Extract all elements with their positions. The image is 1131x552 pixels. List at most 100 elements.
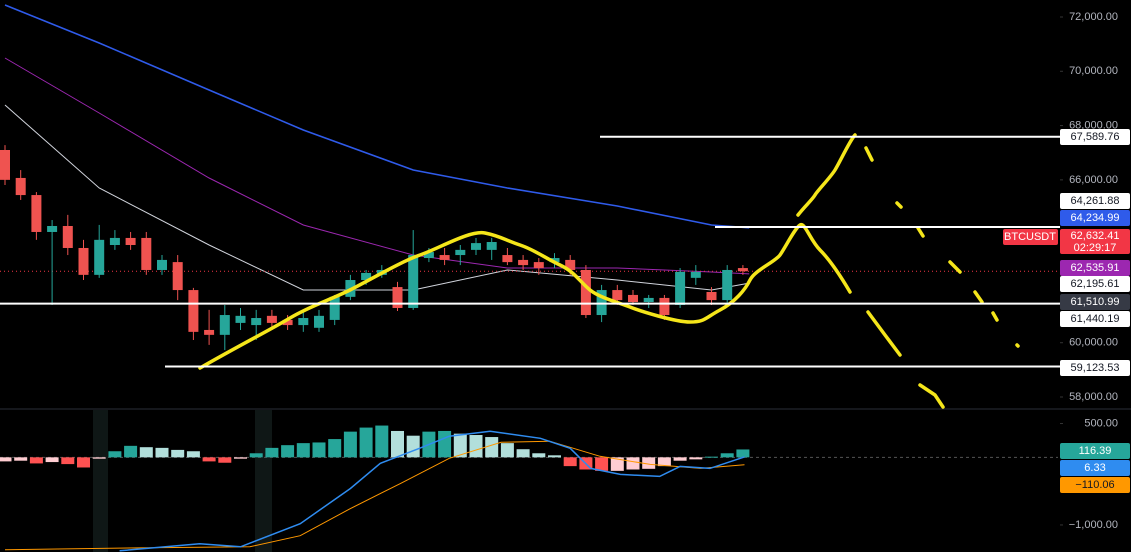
candle-body <box>157 259 167 270</box>
candle-body <box>502 255 513 263</box>
candle-body <box>47 226 58 232</box>
histogram-bar <box>595 457 609 471</box>
histogram-bar <box>438 430 452 458</box>
y-tick-label: 500.00 <box>1084 417 1118 429</box>
candle-body <box>706 291 717 301</box>
y-tick-label: 70,000.00 <box>1069 65 1118 77</box>
candle-body <box>266 315 277 323</box>
candle-body <box>737 268 748 272</box>
candle-body <box>471 243 481 250</box>
histogram-bar <box>610 457 624 471</box>
price-label: 116.39 <box>1079 445 1112 457</box>
histogram-bar <box>186 451 200 458</box>
candle-body <box>298 318 309 326</box>
pattern-stroke <box>198 223 852 370</box>
candle-body <box>0 149 10 180</box>
candle-body <box>361 272 372 281</box>
candle-body <box>219 315 230 335</box>
price-label-box <box>1060 477 1130 493</box>
candle-body <box>31 195 42 232</box>
price-label-box <box>1060 460 1130 476</box>
hand-drawing <box>198 133 1020 409</box>
candle-body <box>109 237 120 246</box>
price-label: 6.33 <box>1084 462 1105 474</box>
candle-body <box>423 252 434 259</box>
candle-body <box>204 329 215 335</box>
price-label: −110.06 <box>1075 479 1114 491</box>
y-tick-label: 72,000.00 <box>1069 11 1118 23</box>
candle-body <box>690 271 701 278</box>
histogram-bar <box>563 457 577 467</box>
price-label: 62,535.91 <box>1071 262 1120 274</box>
histogram-bar <box>516 449 530 458</box>
y-tick-label: 58,000.00 <box>1069 391 1118 403</box>
candle-body <box>282 319 293 326</box>
y-tick-label: −1,000.00 <box>1069 519 1118 531</box>
candle-body <box>125 237 136 246</box>
candle-body <box>141 237 152 270</box>
countdown: 02:29:17 <box>1074 242 1117 254</box>
histogram-bar <box>249 453 263 458</box>
histogram-bar <box>108 451 122 458</box>
histogram-bar <box>359 427 373 458</box>
histogram-bar <box>626 457 640 470</box>
histogram-bar <box>453 433 467 458</box>
y-tick-label: 60,000.00 <box>1069 337 1118 349</box>
histogram-bar <box>328 439 342 458</box>
candle-body <box>439 255 450 260</box>
pattern-stroke <box>864 146 1020 409</box>
symbol-label: BTCUSDT <box>1004 231 1056 243</box>
price-label-box <box>1060 443 1130 459</box>
session-band <box>93 410 108 552</box>
price-label: 67,589.76 <box>1071 131 1120 143</box>
candle-body <box>314 315 324 328</box>
histogram-bar <box>406 435 420 458</box>
candle-body <box>455 249 466 256</box>
histogram-bar <box>218 457 232 463</box>
candle-body <box>612 290 623 301</box>
histogram-bar <box>124 445 138 458</box>
histogram-bar <box>705 456 718 458</box>
histogram-bar <box>689 457 703 460</box>
indicator-line <box>119 430 745 552</box>
candle-body <box>408 255 419 308</box>
histogram-bar <box>736 449 750 458</box>
candle-body <box>722 269 733 301</box>
candle-body <box>94 239 105 275</box>
price-label: 64,234.99 <box>1071 212 1120 224</box>
histogram-bar <box>343 431 357 458</box>
price-label-box <box>1060 210 1130 226</box>
y-tick-label: 66,000.00 <box>1069 174 1118 186</box>
macd-pane <box>0 425 1058 552</box>
histogram-bar <box>92 457 106 459</box>
candle-body <box>172 262 183 291</box>
histogram-bar <box>155 447 169 458</box>
indicator-line <box>4 104 750 291</box>
histogram-bar <box>642 457 656 469</box>
candle-body <box>235 315 246 323</box>
histogram-bar <box>657 457 671 467</box>
histogram-bar <box>469 435 483 458</box>
histogram-bar <box>720 453 734 458</box>
histogram-bar <box>485 437 499 458</box>
histogram-bar <box>45 457 59 463</box>
price-label: 62,195.61 <box>1071 278 1120 290</box>
last-price: 62,632.41 <box>1071 230 1120 242</box>
price-label: 61,510.99 <box>1071 296 1120 308</box>
price-label-box <box>1060 311 1130 327</box>
histogram-bar <box>29 457 43 464</box>
candle-body <box>628 294 638 303</box>
histogram-bar <box>375 425 389 458</box>
candle-body <box>596 290 607 316</box>
price-label-box <box>1060 129 1130 145</box>
symbol-box <box>1003 229 1058 245</box>
candle-body <box>643 297 654 303</box>
pattern-stroke <box>796 133 857 217</box>
price-pane <box>0 4 1058 351</box>
price-axis: 72,000.00 70,000.00 68,000.00 66,000.00 60,0… <box>1003 11 1130 531</box>
histogram-bar <box>61 457 75 465</box>
candle-body <box>392 287 403 308</box>
histogram-bar <box>296 443 310 458</box>
candle-body <box>518 259 529 266</box>
